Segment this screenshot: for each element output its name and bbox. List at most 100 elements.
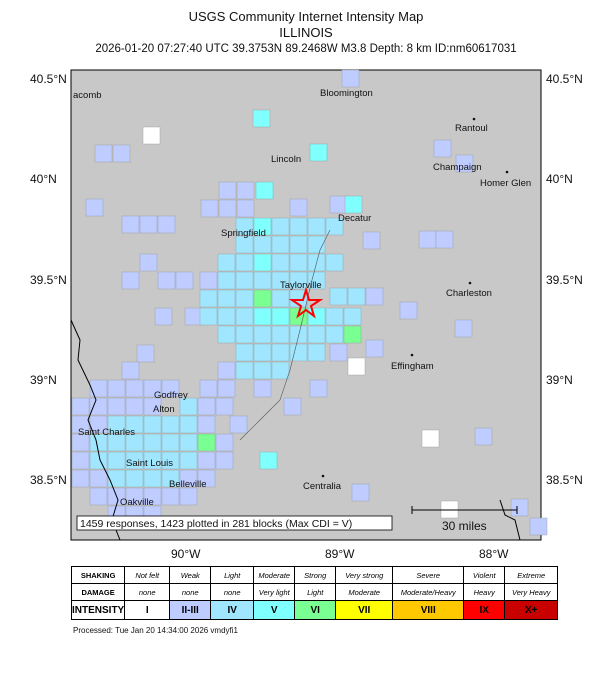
place-labels: acomb Bloomington Rantoul Lincoln Champaign H… [73, 88, 531, 508]
lat-label-38.5-right: 38.5°N [546, 473, 583, 487]
legend-cell: Moderate [253, 566, 296, 584]
cdi-block [71, 415, 90, 434]
cdi-block [217, 307, 236, 326]
cdi-block [161, 433, 180, 452]
cdi-block [157, 215, 176, 234]
cdi-block [184, 307, 203, 326]
cdi-block [161, 379, 180, 398]
legend-cell: Extreme [504, 566, 559, 584]
legend-cell: Strong [294, 566, 337, 584]
cdi-block [435, 230, 454, 249]
cdi-block [325, 325, 344, 344]
cdi-block [399, 301, 418, 320]
cdi-block [199, 379, 218, 398]
cdi-block [474, 427, 493, 446]
cdi-block [197, 469, 216, 488]
cdi-block [107, 451, 126, 470]
cdi-block [329, 287, 348, 306]
cdi-block [199, 289, 218, 308]
legend-intensity-cell: VIII [392, 600, 465, 620]
cdi-block [235, 307, 254, 326]
lat-label-38.5: 38.5°N [30, 473, 67, 487]
legend-intensity-row: INTENSITY I II-III IV V VI VII VIII IX X… [70, 600, 559, 620]
cdi-block [199, 307, 218, 326]
cdi-block [271, 253, 290, 272]
place-label: Centralia [303, 481, 342, 492]
cdi-block [217, 379, 236, 398]
place-label: Springfield [221, 228, 266, 239]
cdi-block [71, 451, 90, 470]
cdi-block [235, 235, 254, 254]
cdi-block [217, 253, 236, 272]
cdi-block [271, 325, 290, 344]
cdi-block [271, 361, 290, 380]
place-label: Oakville [120, 497, 154, 508]
legend-cell: Very Heavy [504, 583, 559, 601]
cdi-block [229, 415, 248, 434]
cdi-block [161, 469, 180, 488]
cdi-block [347, 357, 366, 376]
cdi-block [179, 397, 198, 416]
responses-note-box [76, 515, 393, 531]
cdi-block [253, 343, 272, 362]
responses-note: 1459 responses, 1423 plotted in 281 bloc… [80, 518, 352, 530]
cdi-block [125, 487, 144, 506]
place-label: acomb [73, 90, 102, 101]
cdi-block [255, 181, 274, 200]
cdi-block [215, 433, 234, 452]
legend-shaking-row: SHAKING Not felt Weak Light Moderate Str… [70, 566, 559, 584]
cdi-block [217, 325, 236, 344]
cdi-block [143, 415, 162, 434]
cdi-block [236, 199, 255, 218]
legend-cell: Not felt [124, 566, 171, 584]
legend-intensity-cell: II-III [169, 600, 212, 620]
cdi-block [329, 343, 348, 362]
place-dot [472, 117, 476, 121]
legend-cell: Weak [169, 566, 212, 584]
cdi-block [125, 415, 144, 434]
cdi-block [121, 215, 140, 234]
map-title: USGS Community Internet Intensity Map [188, 9, 424, 24]
cdi-block [341, 69, 360, 88]
legend-intensity-cell: VI [294, 600, 337, 620]
cdi-block [139, 253, 158, 272]
cdi-block [215, 397, 234, 416]
legend-intensity-cell: X+ [504, 600, 559, 620]
place-label: Champaign [433, 162, 482, 173]
legend-cell: Violent [463, 566, 506, 584]
legend-intensity-cell: IV [210, 600, 255, 620]
cdi-block [107, 415, 126, 434]
cdi-block [289, 271, 308, 290]
cdi-block [179, 487, 198, 506]
event-info: 2026-01-20 07:27:40 UTC 39.3753N 89.2468… [95, 43, 517, 55]
place-label: Saint Charles [78, 427, 135, 438]
cdi-block [510, 498, 529, 517]
legend-header: SHAKING [70, 566, 126, 584]
cdi-block [136, 344, 155, 363]
cdi-block [200, 199, 219, 218]
cdi-block [253, 289, 272, 308]
cdi-block [307, 217, 326, 236]
place-label: Homer Glen [480, 178, 531, 189]
legend-cell: Light [294, 583, 337, 601]
cdi-block [253, 235, 272, 254]
cdi-block [253, 253, 272, 272]
cdi-block [143, 397, 162, 416]
lon-label-88: 88°W [479, 547, 509, 560]
cdi-block [161, 415, 180, 434]
cdi-block [71, 397, 90, 416]
cdi-block [252, 109, 271, 128]
cdi-block [454, 319, 473, 338]
cdi-block [344, 195, 363, 214]
cdi-block [199, 271, 218, 290]
legend-cell: none [169, 583, 212, 601]
legend-intensity-cell: VII [335, 600, 394, 620]
place-label: Taylorville [280, 280, 322, 291]
cdi-block [253, 307, 272, 326]
place-label: Belleville [169, 479, 207, 490]
place-label: Saint Louis [126, 458, 173, 469]
scale-bar-label: 30 miles [442, 519, 487, 533]
cdi-block [309, 379, 328, 398]
cdi-block [325, 307, 344, 326]
